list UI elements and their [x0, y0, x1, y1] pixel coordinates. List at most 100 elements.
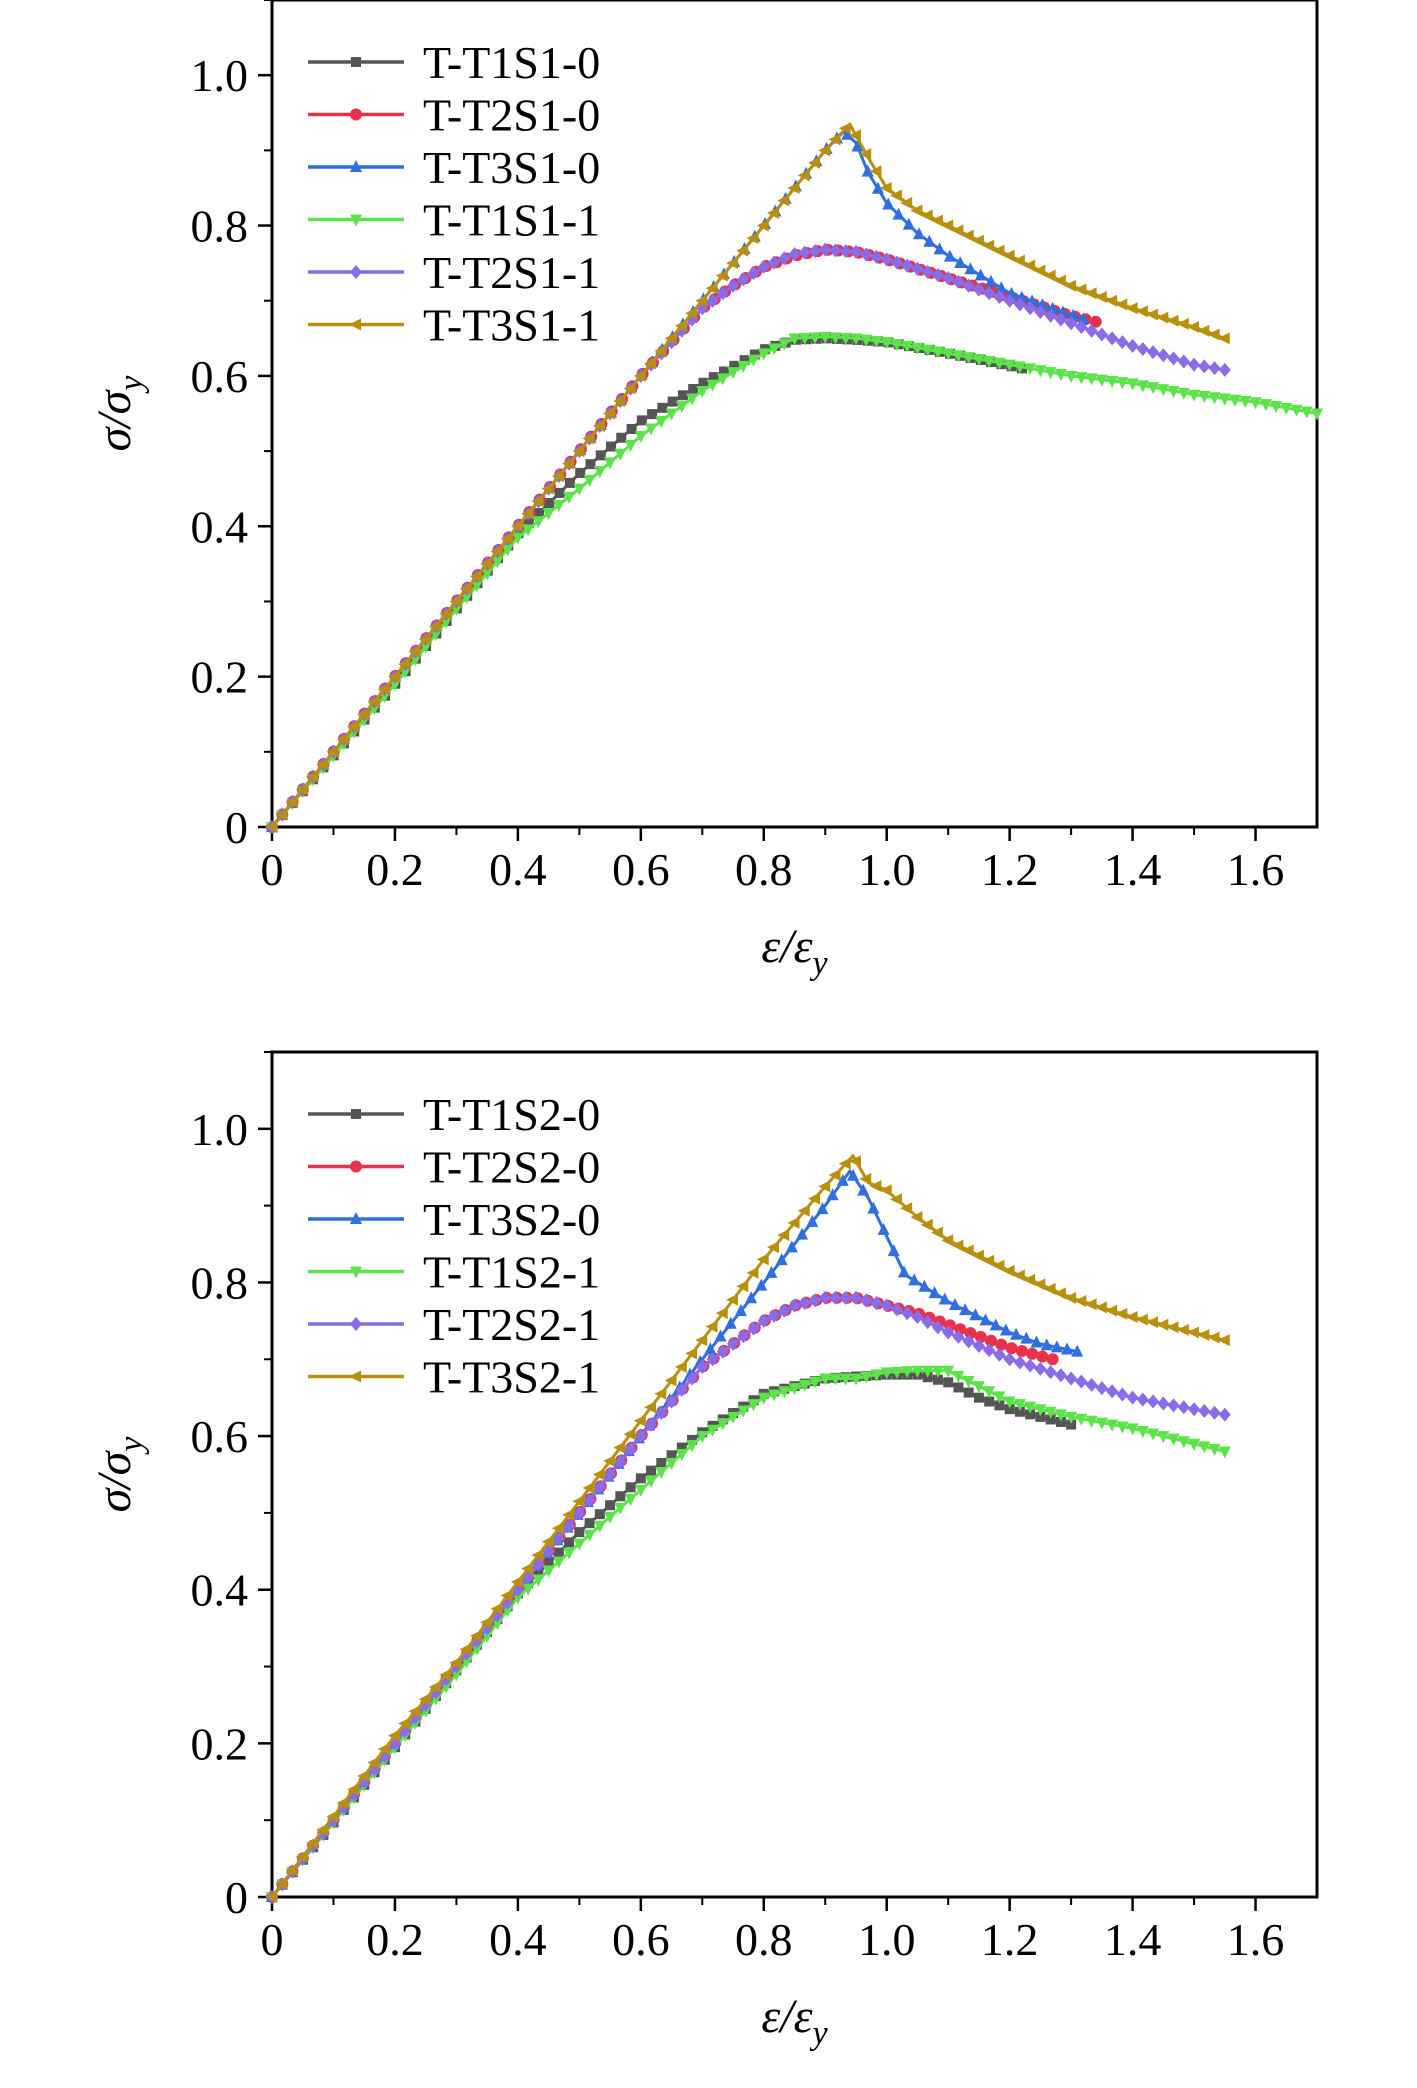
- data-point: [889, 1193, 902, 1206]
- data-point: [1198, 1403, 1211, 1418]
- data-point: [829, 243, 842, 258]
- data-point: [1270, 400, 1283, 413]
- data-point: [880, 252, 893, 267]
- data-point: [1208, 361, 1221, 376]
- data-point: [1188, 357, 1201, 372]
- series-line: [270, 1169, 1078, 1898]
- data-point: [860, 1371, 873, 1384]
- data-point: [972, 1381, 985, 1394]
- data-point: [880, 1298, 893, 1313]
- data-point: [887, 1244, 900, 1257]
- data-point: [910, 1211, 923, 1224]
- data-point: [1197, 1328, 1210, 1341]
- x-tick-label: 1.4: [1104, 844, 1162, 895]
- legend-label: T-T3S2-1: [423, 1352, 600, 1403]
- data-point: [1071, 1344, 1084, 1357]
- data-point: [626, 423, 637, 434]
- data-point: [665, 1457, 678, 1470]
- data-point: [1105, 1304, 1118, 1317]
- data-point: [305, 770, 318, 783]
- data-point: [1054, 369, 1067, 382]
- data-point: [828, 133, 841, 146]
- data-point: [706, 293, 719, 308]
- data-point: [860, 334, 873, 347]
- data-point: [490, 1602, 503, 1615]
- data-point: [1176, 1323, 1189, 1336]
- data-point: [510, 520, 523, 533]
- data-point: [890, 338, 903, 351]
- data-point: [645, 1475, 658, 1488]
- data-point: [469, 570, 482, 583]
- data-point: [923, 234, 936, 247]
- data-point: [734, 1304, 747, 1317]
- series-line: [270, 122, 1226, 828]
- data-point: [470, 580, 483, 593]
- data-point: [666, 1450, 677, 1461]
- data-point: [501, 544, 514, 557]
- data-point: [757, 348, 770, 361]
- data-point: [1020, 1331, 1033, 1344]
- data-point: [901, 340, 914, 353]
- data-point: [634, 1429, 647, 1444]
- data-point: [1198, 359, 1211, 374]
- data-point: [1065, 1411, 1078, 1424]
- data-point: [1157, 1431, 1170, 1444]
- data-point: [1024, 363, 1037, 376]
- data-point: [615, 1491, 626, 1502]
- data-point: [1085, 373, 1098, 386]
- data-point: [316, 758, 329, 771]
- data-point: [828, 1169, 841, 1182]
- data-point: [357, 1770, 370, 1783]
- y-tick-label: 0.4: [191, 501, 249, 552]
- data-point: [428, 1681, 441, 1694]
- data-point: [1055, 1417, 1066, 1428]
- data-point: [918, 1279, 931, 1292]
- data-point: [603, 1455, 616, 1468]
- data-point: [921, 264, 934, 279]
- legend: T-T1S1-0T-T2S1-0T-T3S1-0T-T1S1-1T-T2S1-1…: [308, 37, 600, 351]
- data-point: [645, 1417, 658, 1432]
- data-point: [1075, 372, 1088, 385]
- data-point: [943, 1377, 954, 1388]
- data-point: [1218, 1446, 1231, 1459]
- data-point: [1054, 1368, 1067, 1383]
- data-point: [1061, 1342, 1074, 1355]
- data-point: [674, 1360, 687, 1373]
- y-tick-label: 0.8: [191, 1257, 249, 1308]
- data-point: [839, 332, 852, 345]
- data-point: [1040, 1338, 1053, 1351]
- data-point: [962, 278, 975, 293]
- data-point: [818, 1180, 831, 1193]
- data-point: [798, 1295, 811, 1310]
- data-point: [542, 508, 555, 521]
- data-point: [953, 1382, 964, 1393]
- data-point: [952, 1370, 965, 1383]
- data-point: [1044, 308, 1057, 323]
- data-point: [1177, 387, 1190, 400]
- data-point: [1003, 359, 1016, 372]
- data-point: [1157, 384, 1170, 397]
- data-point: [777, 1229, 790, 1242]
- data-point: [1147, 1428, 1160, 1441]
- data-point: [819, 331, 832, 344]
- data-point: [326, 1810, 339, 1823]
- data-point: [582, 1481, 595, 1494]
- legend-marker: [350, 108, 362, 121]
- data-point: [1065, 316, 1078, 331]
- series-T-T3S2-1: [265, 1154, 1230, 1903]
- data-point: [727, 1336, 740, 1351]
- data-point: [1198, 390, 1211, 403]
- data-point: [459, 582, 472, 595]
- data-point: [737, 272, 750, 287]
- data-point: [1218, 393, 1231, 406]
- data-point: [1024, 1401, 1037, 1414]
- data-point: [1085, 1377, 1098, 1392]
- y-tick-label: 1.0: [191, 1104, 249, 1155]
- y-tick-label: 0.4: [191, 1565, 249, 1616]
- data-point: [983, 1343, 996, 1358]
- data-point: [1280, 402, 1293, 415]
- series-line: [270, 1369, 1226, 1898]
- legend-marker: [350, 214, 362, 227]
- data-point: [1003, 1352, 1016, 1367]
- data-point: [377, 683, 390, 696]
